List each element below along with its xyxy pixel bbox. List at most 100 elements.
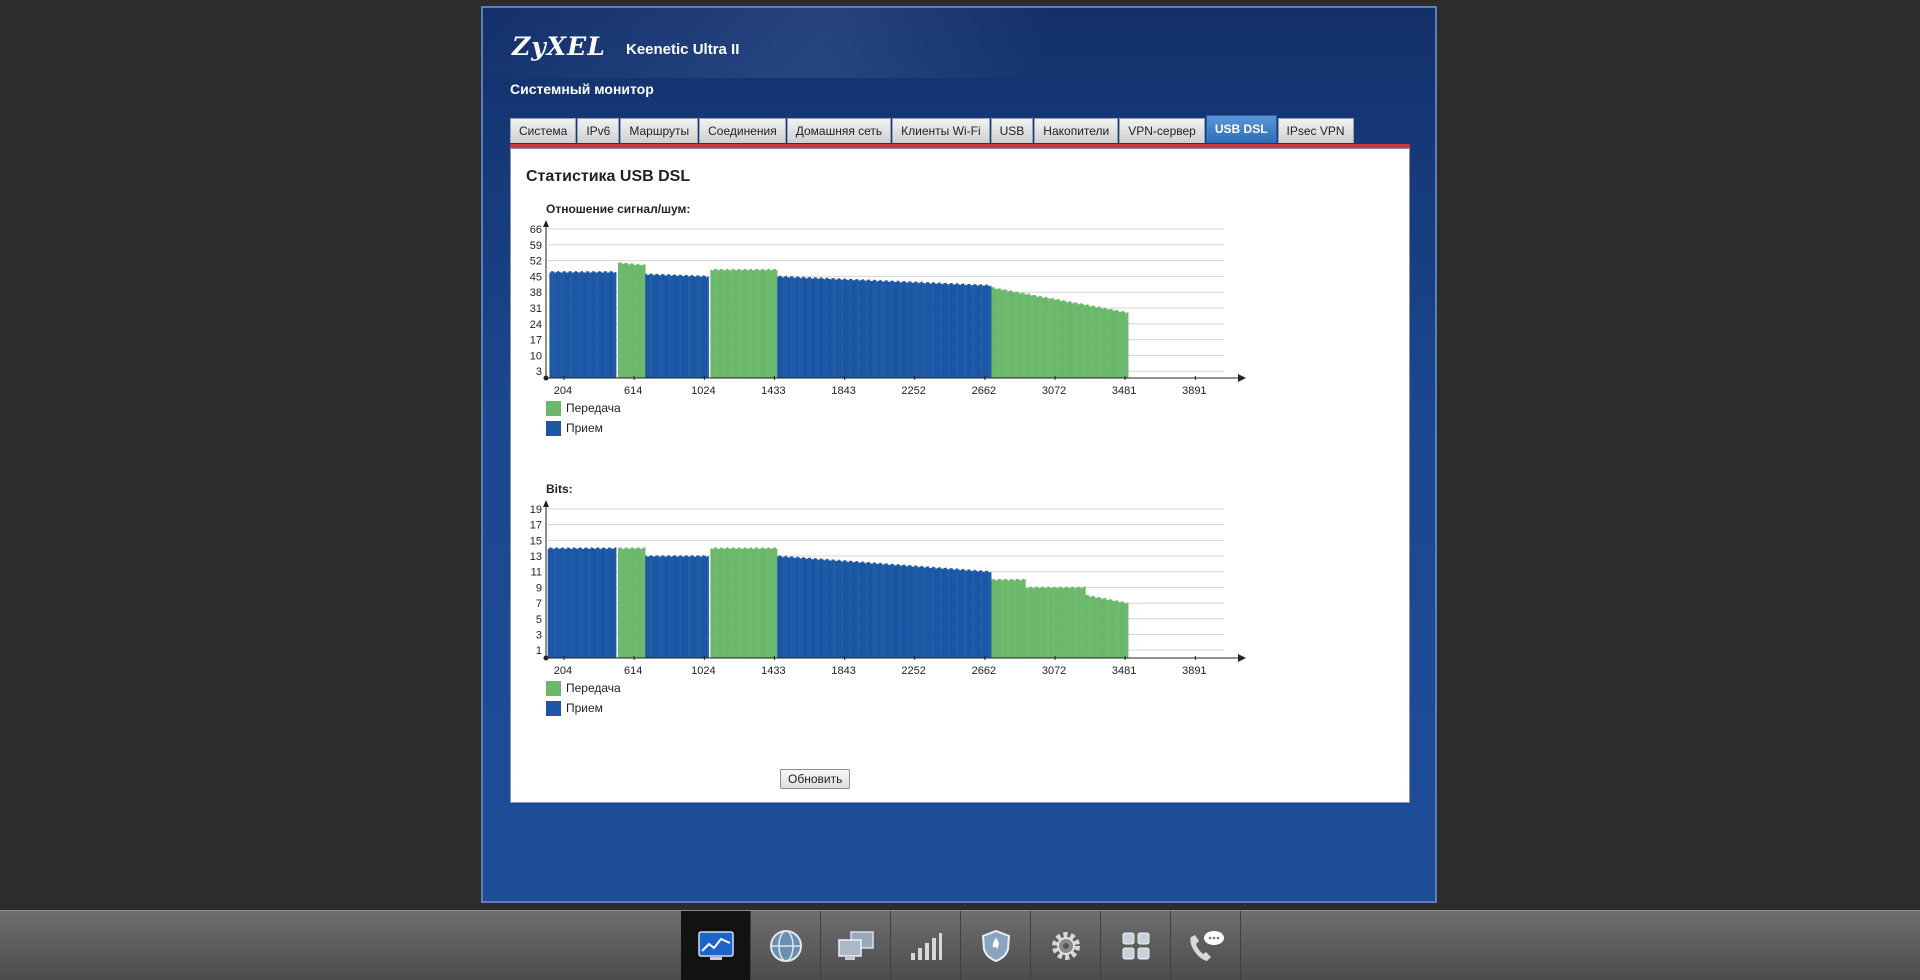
rx-bar	[847, 280, 850, 378]
rx-bar	[860, 279, 863, 378]
tx-bar	[634, 549, 636, 658]
rx-bar	[898, 281, 901, 378]
tx-bar	[1026, 294, 1029, 378]
rx-bar	[799, 558, 802, 658]
taskbar-settings-button[interactable]	[1031, 911, 1101, 980]
rx-bar	[601, 272, 604, 378]
rx-bar	[850, 560, 853, 658]
rx-bar	[648, 274, 651, 378]
rx-bar	[863, 280, 866, 378]
taskbar-telephony-button[interactable]	[1171, 911, 1241, 980]
rx-bar	[587, 548, 590, 658]
rx-bar	[903, 564, 906, 658]
tx-bar	[1018, 293, 1021, 378]
rx-bar	[654, 274, 657, 378]
tab-ipsec-vpn[interactable]: IPsec VPN	[1277, 118, 1354, 143]
rx-bar	[812, 278, 815, 378]
rx-bar	[578, 272, 580, 378]
tab-usb-dsl[interactable]: USB DSL	[1205, 115, 1277, 143]
rx-bar	[818, 278, 821, 378]
tx-bar	[1117, 310, 1119, 378]
tx-bar	[992, 287, 995, 378]
tx-bar	[1043, 587, 1046, 658]
tab-usb[interactable]: USB	[990, 118, 1034, 143]
rx-bar	[585, 271, 588, 378]
rx-bar	[877, 563, 880, 658]
taskbar-monitor-button[interactable]	[681, 911, 751, 980]
rx-bar	[785, 555, 787, 658]
rx-bar	[789, 276, 792, 378]
rx-bar	[568, 271, 571, 378]
taskbar-home-network-button[interactable]	[821, 911, 891, 980]
rx-bar	[970, 571, 973, 658]
taskbar-wifi-button[interactable]	[891, 911, 961, 980]
tx-bar	[729, 549, 732, 658]
taskbar-security-button[interactable]	[961, 911, 1031, 980]
tx-bar	[1027, 293, 1030, 378]
tx-bar	[1125, 313, 1127, 378]
tx-bar	[619, 262, 622, 378]
tab-storage[interactable]: Накопители	[1034, 118, 1119, 143]
rx-bar	[965, 570, 968, 658]
snr-chart-title: Отношение сигнал/шум:	[546, 202, 691, 216]
rx-bar	[948, 569, 950, 658]
rx-bar	[988, 286, 990, 378]
tx-bar	[1010, 290, 1013, 378]
tx-bar	[772, 547, 775, 658]
tab-wifi-clients[interactable]: Клиенты Wi-Fi	[892, 118, 990, 143]
tx-bar	[1021, 292, 1024, 378]
rx-bar	[688, 276, 690, 378]
rx-bar	[877, 280, 880, 378]
taskbar-apps-button[interactable]	[1101, 911, 1171, 980]
rx-bar	[967, 283, 970, 378]
rx-bar	[826, 277, 829, 378]
rx-bar	[933, 282, 936, 378]
header-glow	[483, 8, 1043, 78]
rx-bar	[959, 285, 962, 378]
x-tick-label: 3481	[1112, 665, 1136, 677]
rx-bar	[692, 556, 695, 658]
rx-bar	[560, 272, 563, 378]
rx-bar	[678, 274, 681, 378]
tab-vpn-server[interactable]: VPN-сервер	[1119, 118, 1205, 143]
tx-bar	[766, 269, 768, 378]
tab-routes[interactable]: Маршруты	[620, 118, 699, 143]
tx-bar	[1118, 602, 1121, 658]
rx-bar	[881, 563, 883, 658]
rx-bar	[940, 568, 942, 658]
rx-bar	[577, 548, 580, 658]
tx-bar	[1056, 299, 1059, 378]
tx-bar	[1066, 302, 1068, 378]
tx-bar	[1101, 599, 1104, 658]
tab-home-network[interactable]: Домашняя сеть	[786, 118, 892, 143]
tx-bar	[1077, 304, 1080, 378]
taskbar-internet-button[interactable]	[751, 911, 821, 980]
tx-bar	[753, 270, 756, 378]
tx-swatch	[546, 400, 561, 416]
tab-ipv6[interactable]: IPv6	[577, 118, 620, 143]
rx-bar	[908, 281, 910, 378]
tab-system[interactable]: Система	[510, 118, 577, 143]
rx-bar	[560, 547, 563, 658]
rx-bar	[696, 555, 698, 658]
tx-bar	[754, 269, 757, 378]
tab-connections[interactable]: Соединения	[699, 118, 786, 143]
refresh-button[interactable]: Обновить	[780, 769, 851, 789]
tx-bar	[759, 270, 762, 378]
rx-bar	[598, 271, 601, 378]
tx-bar	[740, 270, 743, 378]
tx-bar	[734, 548, 737, 658]
tx-bar	[713, 269, 716, 378]
tx-bar	[753, 549, 756, 658]
tx-legend-label: Передача	[566, 681, 621, 695]
rx-bar	[600, 549, 603, 658]
rx-bar	[884, 563, 887, 658]
tx-swatch	[546, 680, 561, 696]
rx-bar	[597, 547, 599, 658]
tx-bar	[627, 548, 630, 658]
rx-bar	[821, 278, 824, 378]
tx-bar	[1077, 586, 1080, 658]
rx-bar	[696, 275, 698, 378]
tx-bar	[1005, 579, 1008, 658]
rx-bar	[973, 283, 976, 378]
